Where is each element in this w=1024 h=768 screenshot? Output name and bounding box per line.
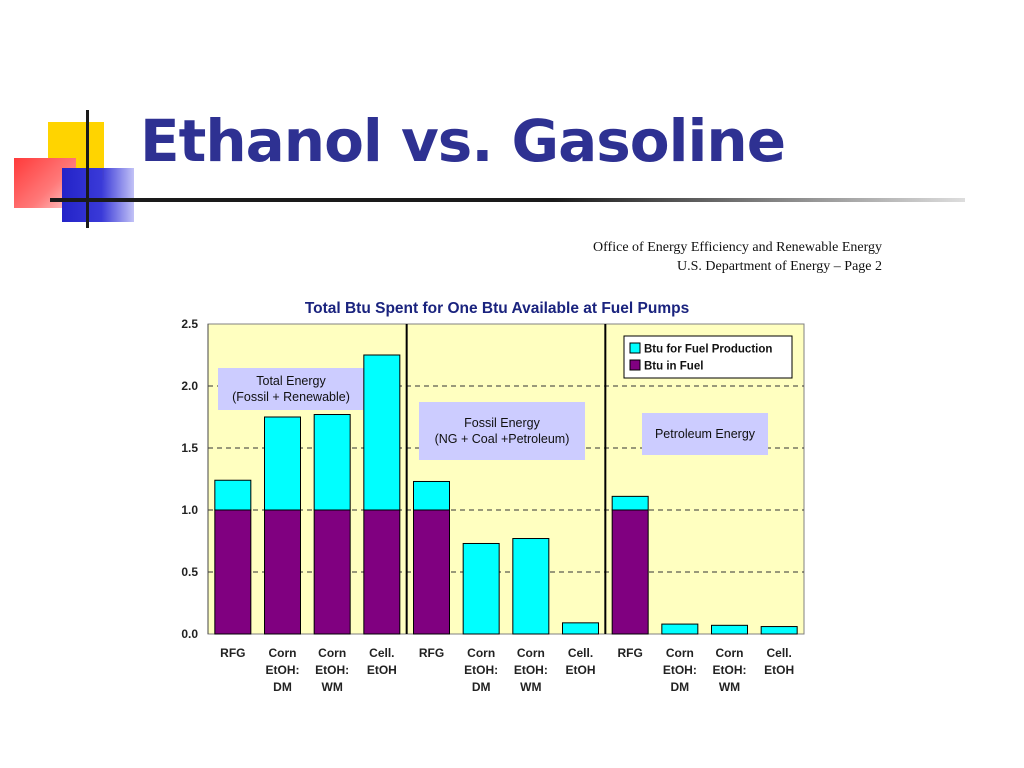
group-label-text: Fossil Energy: [464, 416, 540, 430]
x-tick-label: EtOH:: [315, 663, 349, 677]
legend-label: Btu for Fuel Production: [644, 344, 772, 356]
x-tick-label: WM: [520, 680, 541, 694]
source-line-1: Office of Energy Efficiency and Renewabl…: [593, 240, 882, 255]
bar-production-segment: [711, 624, 748, 635]
x-tick-label: RFG: [220, 646, 245, 660]
x-tick-label: DM: [670, 680, 689, 694]
x-tick-label: Cell.: [369, 646, 394, 660]
group-label-text: (Fossil + Renewable): [232, 390, 350, 404]
y-tick-label: 1.5: [181, 441, 198, 455]
legend-swatch: [629, 342, 641, 354]
decor-vertical-line: [86, 110, 89, 228]
group-label-text: Total Energy: [256, 374, 326, 388]
bar-fuel-segment: [363, 509, 401, 635]
bar-production-segment: [264, 416, 301, 511]
bar-fuel-segment: [264, 509, 301, 635]
x-tick-label: Corn: [269, 646, 297, 660]
y-tick-label: 1.0: [181, 503, 198, 517]
title-underline: [50, 198, 965, 202]
bar-production-segment: [562, 622, 599, 635]
source-note: Office of Energy Efficiency and Renewabl…: [593, 238, 882, 276]
legend-label: Btu in Fuel: [644, 361, 703, 373]
bar-production-segment: [760, 626, 798, 635]
y-tick-label: 0.5: [181, 565, 198, 579]
x-tick-label: EtOH: [764, 663, 794, 677]
x-tick-label: EtOH:: [514, 663, 548, 677]
bar-production-segment: [512, 538, 550, 635]
group-label-box: [218, 368, 364, 410]
y-tick-label: 0.0: [181, 627, 198, 641]
x-tick-label: RFG: [617, 646, 642, 660]
x-tick-label: WM: [322, 680, 343, 694]
x-tick-label: Corn: [666, 646, 694, 660]
group-label-box: [642, 413, 768, 455]
bar-production-segment: [462, 542, 500, 635]
x-tick-label: EtOH:: [464, 663, 498, 677]
chart-title: Total Btu Spent for One Btu Available at…: [305, 300, 689, 317]
x-tick-label: Corn: [716, 646, 744, 660]
group-label-box: [419, 402, 585, 460]
group-label-text: Petroleum Energy: [655, 427, 756, 441]
bar-fuel-segment: [413, 509, 450, 635]
x-tick-label: WM: [719, 680, 740, 694]
bar-production-segment: [363, 354, 401, 511]
x-tick-label: EtOH: [367, 663, 397, 677]
legend-swatch: [629, 359, 641, 371]
x-tick-label: Cell.: [766, 646, 791, 660]
decor-blue-square: [62, 168, 134, 222]
legend: [623, 335, 793, 379]
bar-production-segment: [661, 623, 699, 635]
bar-fuel-segment: [313, 509, 351, 635]
x-tick-label: EtOH:: [266, 663, 300, 677]
x-tick-label: RFG: [419, 646, 444, 660]
x-tick-label: DM: [472, 680, 491, 694]
y-tick-label: 2.5: [181, 317, 198, 331]
bar-production-segment: [214, 479, 252, 511]
x-tick-label: EtOH: [566, 663, 596, 677]
bar-fuel-segment: [611, 509, 649, 635]
x-tick-label: EtOH:: [663, 663, 697, 677]
x-tick-label: Corn: [318, 646, 346, 660]
x-tick-label: EtOH:: [713, 663, 747, 677]
bar-fuel-segment: [214, 509, 252, 635]
x-tick-label: DM: [273, 680, 292, 694]
bar-production-segment: [313, 414, 351, 511]
x-tick-label: Corn: [517, 646, 545, 660]
bar-production-segment: [611, 495, 649, 511]
x-tick-label: Corn: [467, 646, 495, 660]
bar-production-segment: [413, 480, 450, 511]
x-tick-label: Cell.: [568, 646, 593, 660]
slide-title: Ethanol vs. Gasoline: [140, 107, 786, 175]
group-label-text: (NG + Coal +Petroleum): [435, 432, 570, 446]
y-tick-label: 2.0: [181, 379, 198, 393]
source-line-2: U.S. Department of Energy – Page 2: [676, 259, 882, 274]
